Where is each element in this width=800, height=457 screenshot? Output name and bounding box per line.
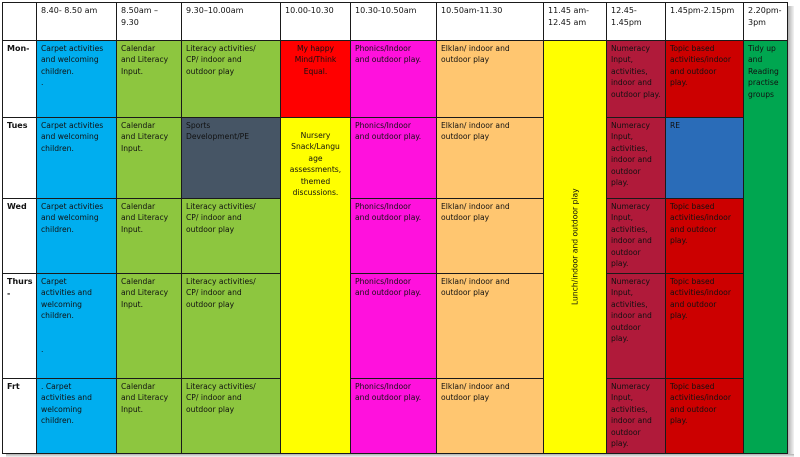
- day-label-wednesday: Wed: [2, 198, 37, 274]
- header-time-cell: 10.00-10.30: [280, 2, 351, 41]
- page-shadow-bottom: [6, 454, 794, 457]
- lunch-cell: Lunch/indoor and outdoor play: [543, 40, 607, 454]
- tuesday-carpet-activities-cell: Carpet activities and welcoming children…: [36, 117, 117, 199]
- wednesday-numeracy-cell: Numeracy Input, activities, indoor and o…: [606, 198, 666, 274]
- monday-phonics-cell: Phonics/Indoor and outdoor play.: [350, 40, 437, 118]
- monday-literacy-activities-cell: Literacy activities/ CP/ indoor and outd…: [181, 40, 281, 118]
- day-label-monday: Mon-: [2, 40, 37, 118]
- tuesday-re-cell: RE: [665, 117, 744, 199]
- wednesday-calendar-literacy-cell: Calendar and Literacy Input.: [116, 198, 182, 274]
- page-shadow-right: [788, 6, 794, 456]
- wednesday-elklan-cell: Elklan/ indoor and outdoor play: [436, 198, 544, 274]
- day-label-friday: Frt: [2, 378, 37, 454]
- nursery-snack-cell: Nursery Snack/Langu age assessments, the…: [280, 117, 351, 454]
- timetable: 8.40- 8.50 am 8.50am – 9.30 9.30–10.00am…: [2, 2, 788, 454]
- friday-phonics-cell: Phonics/Indoor and outdoor play.: [350, 378, 437, 454]
- monday-calendar-literacy-cell: Calendar and Literacy Input.: [116, 40, 182, 118]
- wednesday-topic-based-cell: Topic based activities/indoor and outdoo…: [665, 198, 744, 274]
- day-label-thursday: Thurs -: [2, 273, 37, 379]
- friday-carpet-activities-cell: . Carpet activities and welcoming childr…: [36, 378, 117, 454]
- wednesday-carpet-activities-cell: Carpet activities and welcoming children…: [36, 198, 117, 274]
- header-time-cell: 10.50am-11.30: [436, 2, 544, 41]
- tuesday-numeracy-cell: Numeracy Input, activities, indoor and o…: [606, 117, 666, 199]
- friday-topic-based-cell: Topic based activities/indoor and outdoo…: [665, 378, 744, 454]
- monday-numeracy-cell: Numeracy Input, activities, indoor and o…: [606, 40, 666, 118]
- header-time-cell: 10.30-10.50am: [350, 2, 437, 41]
- monday-happy-mind-cell: My happy Mind/Think Equal.: [280, 40, 351, 118]
- header-time-cell: 8.40- 8.50 am: [36, 2, 117, 41]
- header-time-cell: 11.45 am- 12.45 am: [543, 2, 607, 41]
- tuesday-calendar-literacy-cell: Calendar and Literacy Input.: [116, 117, 182, 199]
- monday-carpet-activities-cell: Carpet activities and welcoming children…: [36, 40, 117, 118]
- header-time-cell: 9.30–10.00am: [181, 2, 281, 41]
- friday-elklan-cell: Elklan/ indoor and outdoor play: [436, 378, 544, 454]
- monday-topic-based-cell: Topic based activities/indoor and outdoo…: [665, 40, 744, 118]
- thursday-elklan-cell: Elklan/ indoor and outdoor play: [436, 273, 544, 379]
- thursday-phonics-cell: Phonics/Indoor and outdoor play.: [350, 273, 437, 379]
- header-blank-cell: [2, 2, 37, 41]
- thursday-carpet-activities-cell: Carpet activities and welcoming children…: [36, 273, 117, 379]
- header-time-cell: 8.50am – 9.30: [116, 2, 182, 41]
- tuesday-sports-development-cell: Sports Development/PE: [181, 117, 281, 199]
- wednesday-phonics-cell: Phonics/Indoor and outdoor play.: [350, 198, 437, 274]
- header-time-cell: 12.45- 1.45pm: [606, 2, 666, 41]
- thursday-numeracy-cell: Numeracy Input, activities, indoor and o…: [606, 273, 666, 379]
- header-time-cell: 1.45pm-2.15pm: [665, 2, 744, 41]
- friday-literacy-activities-cell: Literacy activities/ CP/ indoor and outd…: [181, 378, 281, 454]
- tidy-up-reading-cell: Tidy up and Reading practise groups: [743, 40, 788, 454]
- thursday-topic-based-cell: Topic based activities/indoor and outdoo…: [665, 273, 744, 379]
- friday-numeracy-cell: Numeracy Input, activities, indoor and o…: [606, 378, 666, 454]
- lunch-label: Lunch/indoor and outdoor play: [570, 188, 580, 306]
- wednesday-literacy-activities-cell: Literacy activities/ CP/ indoor and outd…: [181, 198, 281, 274]
- thursday-calendar-literacy-cell: Calendar and Literacy Input.: [116, 273, 182, 379]
- friday-calendar-literacy-cell: Calendar and Literacy Input.: [116, 378, 182, 454]
- day-label-tuesday: Tues: [2, 117, 37, 199]
- tuesday-phonics-cell: Phonics/Indoor and outdoor play.: [350, 117, 437, 199]
- header-time-cell: 2.20pm- 3pm: [743, 2, 788, 41]
- thursday-literacy-activities-cell: Literacy activities/ CP/ indoor and outd…: [181, 273, 281, 379]
- monday-elklan-cell: Elklan/ indoor and outdoor play: [436, 40, 544, 118]
- tuesday-elklan-cell: Elklan/ indoor and outdoor play: [436, 117, 544, 199]
